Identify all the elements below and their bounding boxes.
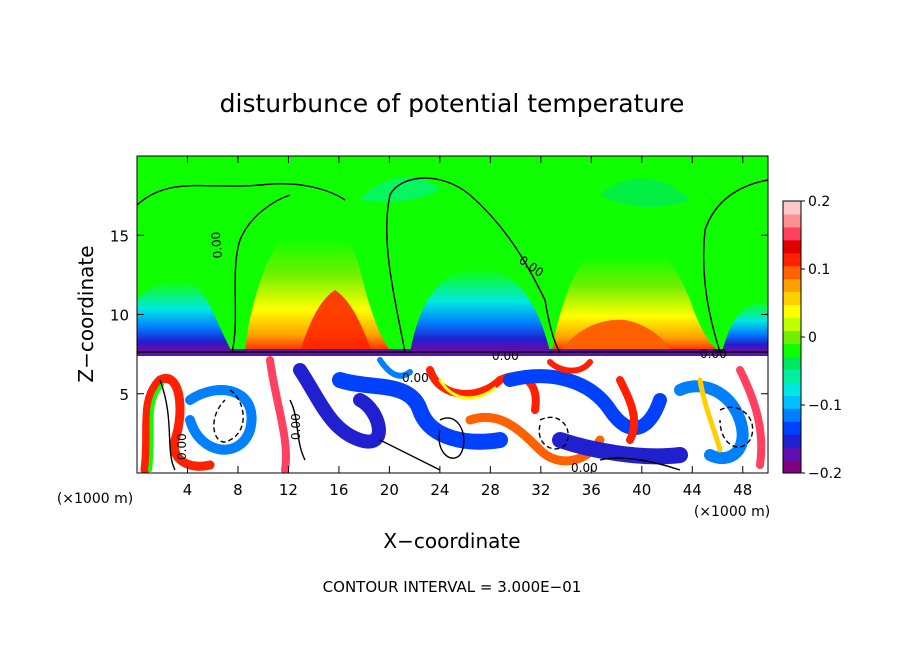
colorbar-swatch <box>783 291 801 306</box>
x-tick-label: 40 <box>632 481 651 499</box>
x-tick-label: 20 <box>380 481 399 499</box>
y-axis-label: Z−coordinate <box>74 245 98 382</box>
x-tick-label: 32 <box>531 481 550 499</box>
contour-label: 0.00 <box>492 349 519 363</box>
x-tick-label: 48 <box>733 481 752 499</box>
colorbar-swatch <box>783 421 801 435</box>
contour-label: 0.00 <box>402 371 429 385</box>
colorbar-swatch <box>783 252 801 267</box>
colorbar-swatch <box>783 226 801 241</box>
x-unit-right: (×1000 m) <box>694 504 770 520</box>
colorbar <box>782 200 802 474</box>
x-tick-label: 36 <box>582 481 601 499</box>
x-tick-label: 28 <box>481 481 500 499</box>
y-tick-label: 10 <box>110 307 129 325</box>
x-unit-left: (×1000 m) <box>57 491 133 507</box>
colorbar-swatch <box>783 213 801 228</box>
x-tick-label: 4 <box>183 481 193 499</box>
cool-patch <box>360 177 440 202</box>
colorbar-label: 0.1 <box>808 262 830 278</box>
colorbar-swatch <box>783 356 801 370</box>
x-tick-label: 12 <box>279 481 298 499</box>
x-tick-label: 44 <box>683 481 702 499</box>
contour-label: 0.00 <box>175 433 189 460</box>
colorbar-swatch <box>783 447 801 461</box>
colorbar-swatch <box>783 265 801 280</box>
y-tick-label: 15 <box>110 227 129 245</box>
colorbar-swatch <box>783 201 801 215</box>
colorbar-swatch <box>783 382 801 396</box>
turbulent-structures <box>140 356 766 473</box>
colorbar-label: 0 <box>808 330 817 346</box>
y-tick-label: 5 <box>119 386 129 404</box>
cold-region <box>410 268 550 352</box>
field-plot: 0.00 0.00 0.00 0.00 0.00 0.00 0.00 0.00 <box>137 156 768 473</box>
cool-patch <box>600 178 690 207</box>
colorbar-label: −0.2 <box>808 466 842 482</box>
x-tick-label: 8 <box>233 481 243 499</box>
colorbar-swatch <box>783 434 801 448</box>
colorbar-swatch <box>783 343 801 357</box>
cold-region <box>722 300 768 352</box>
contour-label: 0.00 <box>209 231 225 259</box>
colorbar-swatch <box>783 395 801 409</box>
colorbar-label: 0.2 <box>808 194 830 210</box>
colorbar-swatch <box>783 317 801 332</box>
colorbar-swatch <box>783 460 801 474</box>
x-axis-label: X−coordinate <box>383 529 520 553</box>
colorbar-swatch <box>783 330 801 344</box>
colorbar-label: −0.1 <box>808 398 842 414</box>
y-axis: 5 10 15 <box>110 227 768 404</box>
colorbar-swatch <box>783 304 801 319</box>
contour-label: 0.00 <box>289 413 303 440</box>
x-tick-label: 24 <box>430 481 449 499</box>
contour-interval-note: CONTOUR INTERVAL = 3.000E−01 <box>323 578 582 596</box>
chart-title: disturbunce of potential temperature <box>220 89 685 118</box>
warm-plume-core <box>300 290 372 352</box>
colorbar-swatch <box>783 408 801 422</box>
x-tick-label: 16 <box>329 481 348 499</box>
cold-region <box>137 280 232 352</box>
contour-label: 0.00 <box>700 347 727 361</box>
colorbar-swatch <box>783 239 801 254</box>
colorbar-swatch <box>783 278 801 293</box>
colorbar-swatch <box>783 369 801 383</box>
warm-plume <box>552 232 720 352</box>
warm-plume-core <box>560 319 672 352</box>
x-axis: 4 8 12 16 20 24 28 32 36 40 44 48 <box>183 156 752 499</box>
colorbar-labels: 0.2 0.1 0 −0.1 −0.2 <box>801 194 842 482</box>
contour-lines <box>137 177 768 471</box>
